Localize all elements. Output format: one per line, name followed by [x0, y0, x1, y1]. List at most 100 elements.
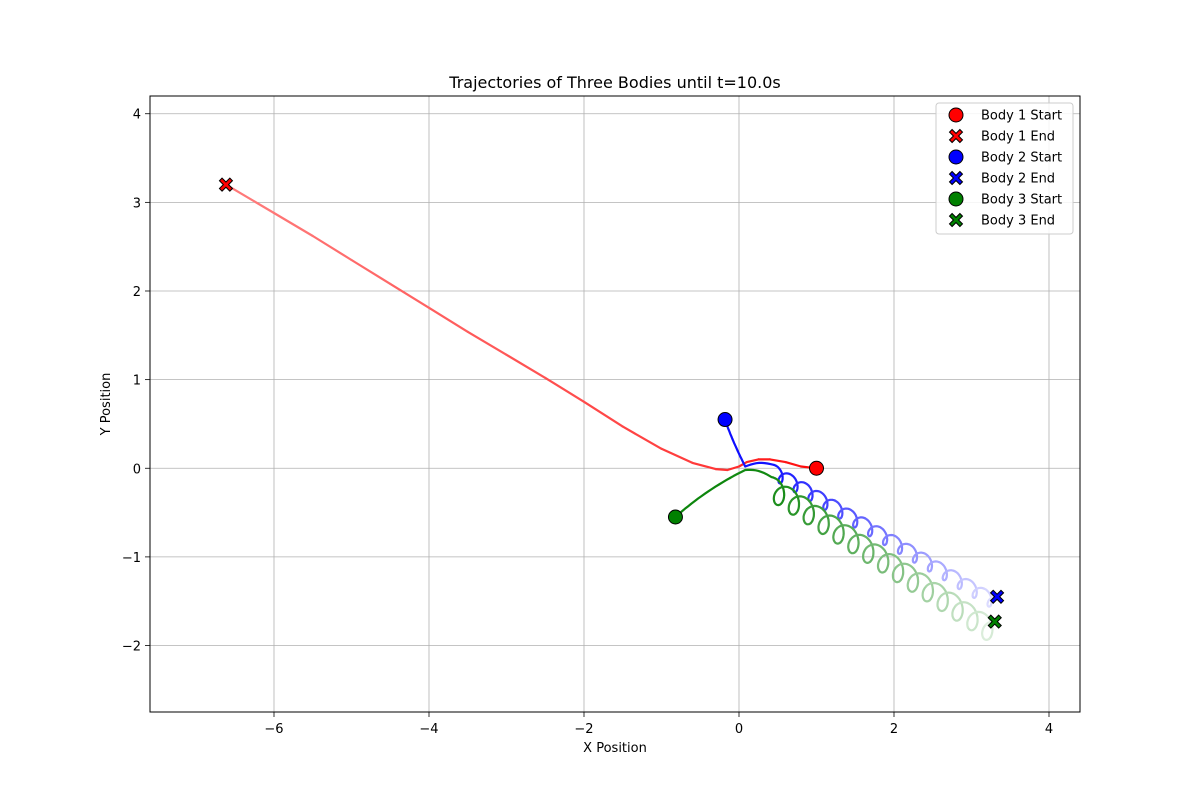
- body-1-trajectory-segment: [544, 376, 586, 403]
- body-2-trajectory-segment: [881, 533, 896, 545]
- y-tick-label: −1: [122, 551, 141, 566]
- body-3-trajectory-segment: [921, 585, 931, 603]
- body-1-end-marker: [218, 177, 234, 192]
- body-3-trajectory-segment: [877, 557, 890, 574]
- markers: [218, 177, 1005, 629]
- x-tick-label: −4: [419, 722, 438, 737]
- y-tick-label: −2: [122, 640, 141, 655]
- body-3-trajectory-segment: [832, 527, 842, 545]
- body-2-trajectory-segment: [941, 569, 948, 582]
- body-2-trajectory-segment: [896, 544, 903, 555]
- body-3-trajectory-segment: [936, 595, 949, 613]
- body-3-trajectory-segment: [803, 496, 815, 525]
- body-2-start-marker: [717, 412, 733, 428]
- body-1-trajectory-segment: [621, 425, 663, 450]
- body-1-trajectory-segment: [311, 234, 353, 262]
- x-tick-label: −2: [574, 722, 593, 737]
- body-3-trajectory-segment: [952, 592, 964, 621]
- body-1-trajectory-segment: [350, 258, 392, 285]
- x-axis: −6 −4 −2 0 2 4: [264, 712, 1053, 737]
- legend-label: Body 1 End: [981, 130, 1055, 145]
- body-2-trajectory-segment: [852, 516, 867, 527]
- trajectories: [224, 183, 999, 641]
- legend-end-marker: [948, 212, 964, 228]
- body-2-trajectory-segment: [738, 454, 777, 468]
- body-3-trajectory-segment: [847, 538, 860, 555]
- body-3-trajectory-segment: [925, 581, 949, 599]
- body-3-trajectory-segment: [966, 615, 979, 632]
- body-3-trajectory-segment: [772, 489, 782, 507]
- y-axis: −2 −1 0 1 2 3 4: [122, 108, 150, 655]
- body-2-trajectory-segment: [882, 534, 889, 547]
- body-1-trajectory-segment: [714, 468, 729, 472]
- body-3-trajectory-segment: [951, 604, 961, 622]
- legend-label: Body 2 End: [981, 172, 1055, 187]
- body-3-trajectory-segment: [863, 534, 875, 563]
- legend-box: [935, 102, 1074, 235]
- body-1-trajectory-segment: [745, 458, 760, 464]
- body-2-trajectory-segment: [956, 579, 962, 591]
- body-2-trajectory-segment: [822, 498, 837, 510]
- body-3-trajectory-segment: [966, 610, 985, 628]
- legend: Body 1 Start Body 1 End Body 2 Start Body 2…: [935, 102, 1074, 235]
- body-1-trajectory-segment: [427, 306, 469, 333]
- body-1-trajectory-segment: [389, 282, 431, 309]
- body-3-trajectory-segment: [876, 553, 896, 571]
- body-3-end-marker: [987, 614, 1002, 629]
- legend-label: Body 1 Start: [981, 109, 1062, 124]
- body-3-trajectory-segment: [802, 508, 812, 526]
- body-2-trajectory-segment: [911, 551, 926, 562]
- body-3-trajectory-segment: [805, 504, 830, 521]
- body-2-trajectory-segment: [810, 489, 828, 502]
- body-1-trajectory-segment: [272, 211, 314, 238]
- body-3-trajectory-segment: [728, 468, 776, 480]
- body-1-trajectory-segment: [768, 458, 787, 464]
- body-3-trajectory-segment: [833, 515, 845, 544]
- body-3-trajectory-segment: [674, 476, 732, 519]
- grid: [150, 96, 1080, 712]
- body-2-trajectory-segment: [926, 562, 932, 573]
- body-3-trajectory-segment: [817, 514, 836, 532]
- body-3-trajectory-segment: [892, 554, 905, 583]
- body-3-trajectory-segment: [922, 573, 935, 602]
- body-1-trajectory-segment: [466, 330, 508, 356]
- legend-label: Body 3 Start: [981, 193, 1062, 208]
- body-1-trajectory-segment: [691, 461, 717, 471]
- body-3-trajectory-segment: [954, 601, 979, 618]
- body-2-trajectory-segment: [867, 526, 873, 538]
- x-tick-label: 4: [1045, 722, 1053, 737]
- body-3-start-marker: [667, 509, 683, 525]
- legend-label: Body 3 End: [981, 214, 1055, 229]
- body-2-trajectory-segment: [959, 577, 978, 590]
- body-1-trajectory-segment: [784, 461, 803, 468]
- body-3-trajectory-segment: [776, 485, 800, 502]
- legend-start-marker: [948, 149, 964, 165]
- body-1-trajectory-segment: [224, 183, 276, 215]
- body-3-trajectory-segment: [936, 591, 955, 609]
- y-tick-label: 0: [133, 462, 141, 477]
- body-3-trajectory-segment: [906, 572, 925, 590]
- y-tick-label: 3: [133, 196, 141, 211]
- body-2-trajectory-segment: [792, 481, 807, 492]
- x-tick-label: 0: [735, 722, 743, 737]
- body-3-trajectory-segment: [891, 566, 901, 584]
- body-2-trajectory-segment: [780, 472, 799, 484]
- plot-frame: [149, 95, 1081, 713]
- body-2-trajectory-segment: [929, 560, 948, 572]
- body-3-trajectory-segment: [788, 499, 801, 516]
- body-1-trajectory-segment: [582, 400, 624, 428]
- body-3-trajectory-segment: [981, 623, 991, 641]
- body-2-trajectory-segment: [852, 516, 859, 529]
- body-3-trajectory-segment: [787, 495, 806, 513]
- body-2-trajectory-segment: [941, 569, 956, 580]
- legend-end-marker: [948, 170, 964, 186]
- x-axis-label: X Position: [583, 741, 647, 756]
- body-1-trajectory-segment: [660, 447, 694, 464]
- body-3-trajectory-segment: [862, 546, 872, 564]
- x-tick-label: −6: [264, 722, 283, 737]
- body-2-trajectory-segment: [899, 542, 918, 555]
- body-2-end-marker: [989, 589, 1005, 604]
- body-3-trajectory-segment: [817, 518, 830, 536]
- legend-label: Body 2 Start: [981, 151, 1062, 166]
